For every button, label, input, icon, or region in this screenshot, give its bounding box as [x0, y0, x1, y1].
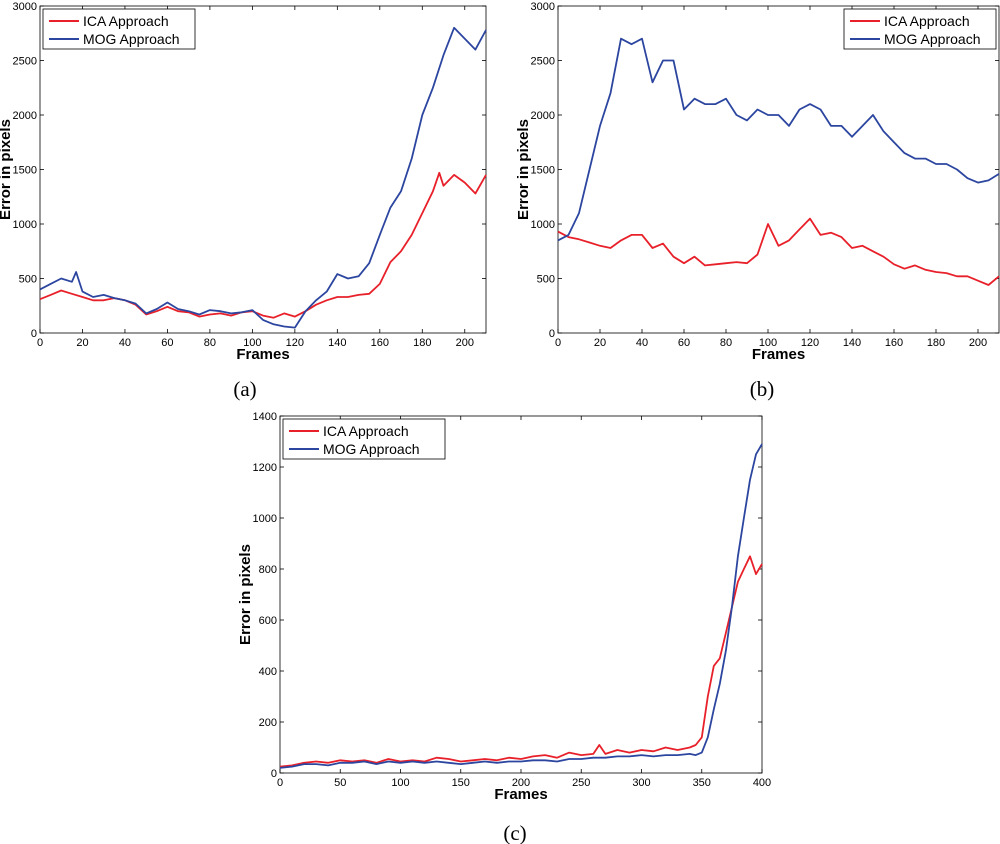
y-tick-label: 500	[19, 274, 37, 286]
y-tick-label: 1400	[253, 411, 277, 423]
y-tick-label: 0	[271, 768, 277, 780]
y-tick-label: 1200	[253, 462, 277, 474]
legend-box	[42, 8, 196, 50]
x-tick-label: 400	[753, 777, 771, 789]
x-tick-label: 80	[720, 337, 732, 349]
x-tick-label: 20	[594, 337, 606, 349]
x-tick-label: 100	[243, 337, 261, 349]
x-tick-label: 40	[119, 337, 131, 349]
x-tick-label: 250	[572, 777, 590, 789]
figure-caption: (b)	[750, 377, 775, 401]
plot-area-frame	[39, 5, 487, 334]
y-tick-label: 2000	[13, 110, 37, 122]
y-tick-label: 2500	[13, 56, 37, 68]
x-tick-label: 0	[277, 777, 283, 789]
series-line-ica	[557, 217, 1000, 286]
y-tick-label: 200	[259, 717, 277, 729]
x-tick-label: 200	[969, 337, 987, 349]
x-tick-label: 140	[328, 337, 346, 349]
y-tick-label: 800	[259, 564, 277, 576]
y-tick-label: 3000	[13, 1, 37, 13]
x-tick-label: 0	[37, 337, 43, 349]
x-tick-label: 180	[927, 337, 945, 349]
y-tick-label: 400	[259, 666, 277, 678]
y-tick-label: 1000	[13, 219, 37, 231]
chart-0: 0 20 40 60 80 100 120 140 160 180 2000500100015002…	[0, 1, 487, 401]
y-tick-label: 0	[549, 328, 555, 340]
x-axis-label: Frames	[494, 786, 547, 803]
legend-box	[843, 8, 997, 50]
chart-2: 0 50 100 150 200 250 300 350 400 0 200 400 600 800 100…	[237, 411, 771, 844]
legend-box	[282, 418, 446, 460]
legend-label: ICA Approach	[884, 13, 970, 29]
y-tick-label: 2500	[531, 56, 555, 68]
x-tick-label: 160	[885, 337, 903, 349]
plot-area-frame	[557, 5, 1000, 334]
series-line-ica	[279, 555, 763, 768]
legend-label: MOG Approach	[884, 31, 981, 47]
x-tick-label: 120	[801, 337, 819, 349]
x-tick-label: 140	[843, 337, 861, 349]
x-tick-label: 300	[632, 777, 650, 789]
y-axis-label: Error in pixels	[237, 544, 254, 645]
y-tick-label: 1500	[531, 165, 555, 177]
y-tick-label: 0	[31, 328, 37, 340]
series-line-mog	[39, 26, 487, 329]
x-tick-label: 40	[636, 337, 648, 349]
chart-1: 0 20 40 60 80 100 120 140 160 180 2000500100015002…	[515, 1, 1000, 401]
x-tick-label: 200	[456, 337, 474, 349]
y-tick-label: 600	[259, 615, 277, 627]
x-tick-label: 20	[76, 337, 88, 349]
legend-label: MOG Approach	[83, 31, 180, 47]
series-line-mog	[279, 443, 763, 769]
y-tick-label: 2000	[531, 110, 555, 122]
series-line-mog	[557, 37, 1000, 242]
x-tick-label: 100	[759, 337, 777, 349]
x-tick-label: 80	[204, 337, 216, 349]
y-tick-label: 1000	[531, 219, 555, 231]
x-axis-label: Frames	[236, 346, 289, 363]
figure-caption: (a)	[233, 377, 256, 401]
x-tick-label: 100	[391, 777, 409, 789]
legend: ICA Approach MOG Approach	[843, 8, 997, 50]
y-tick-label: 500	[537, 274, 555, 286]
x-tick-label: 350	[693, 777, 711, 789]
x-tick-label: 50	[334, 777, 346, 789]
y-axis-label: Error in pixels	[515, 119, 532, 220]
legend: ICA Approach MOG Approach	[42, 8, 196, 50]
legend-label: MOG Approach	[323, 441, 420, 457]
x-tick-label: 160	[371, 337, 389, 349]
x-tick-label: 60	[678, 337, 690, 349]
y-tick-label: 1000	[253, 513, 277, 525]
x-axis-label: Frames	[752, 346, 805, 363]
x-tick-label: 120	[286, 337, 304, 349]
legend-label: ICA Approach	[323, 423, 409, 439]
figure-caption: (c)	[503, 821, 526, 844]
plot-area-frame	[279, 415, 763, 774]
x-tick-label: 60	[161, 337, 173, 349]
legend: ICA Approach MOG Approach	[282, 418, 446, 460]
y-tick-label: 1500	[13, 165, 37, 177]
y-tick-label: 3000	[531, 1, 555, 13]
x-tick-label: 0	[555, 337, 561, 349]
x-tick-label: 180	[413, 337, 431, 349]
x-tick-label: 200	[512, 777, 530, 789]
x-tick-label: 150	[452, 777, 470, 789]
y-axis-label: Error in pixels	[0, 119, 14, 220]
legend-label: ICA Approach	[83, 13, 169, 29]
